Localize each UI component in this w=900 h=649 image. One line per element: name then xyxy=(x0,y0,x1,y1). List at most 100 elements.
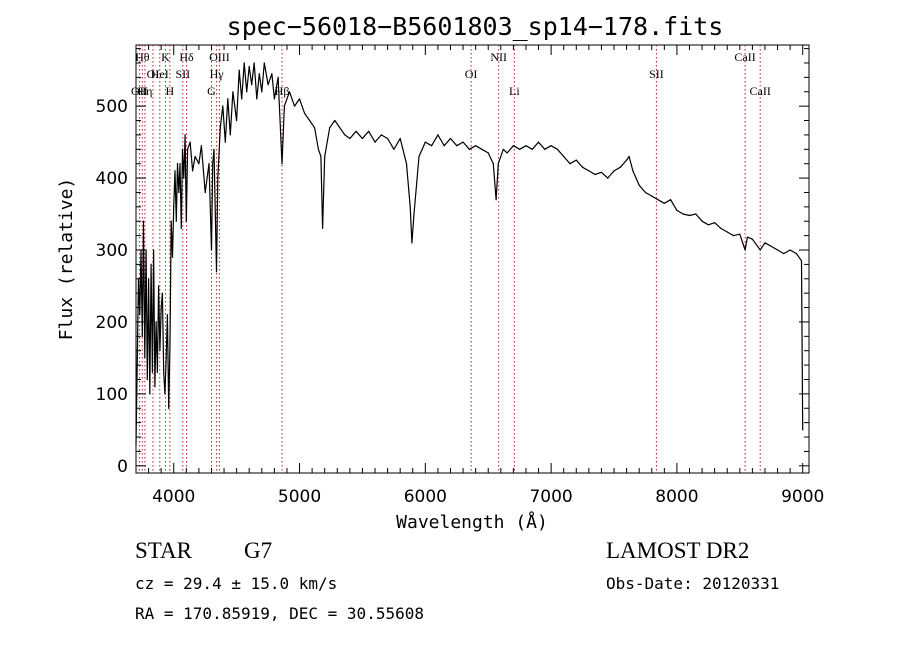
data-point xyxy=(181,148,184,150)
data-point xyxy=(277,76,279,78)
data-point xyxy=(158,285,160,287)
data-point xyxy=(411,242,413,244)
y-axis-label: Flux (relative) xyxy=(56,178,77,341)
data-point xyxy=(569,163,571,165)
data-point xyxy=(783,253,785,255)
data-point xyxy=(512,145,515,147)
data-point xyxy=(173,206,175,208)
data-point xyxy=(163,371,165,373)
data-point xyxy=(487,152,489,154)
data-point xyxy=(179,163,181,165)
spectral-line-label: HeI xyxy=(151,67,169,81)
data-point xyxy=(170,220,172,222)
data-point xyxy=(180,227,182,229)
data-point xyxy=(248,66,250,68)
data-point xyxy=(238,69,240,71)
data-point xyxy=(582,166,584,168)
spectral-line-label: H xyxy=(166,84,175,98)
data-point xyxy=(613,170,615,172)
data-point xyxy=(644,191,647,194)
data-point xyxy=(506,152,508,154)
data-point xyxy=(314,127,316,129)
data-point xyxy=(626,159,628,161)
data-point xyxy=(156,371,158,373)
data-point xyxy=(670,199,672,201)
data-point xyxy=(139,314,141,316)
data-point xyxy=(751,238,754,240)
data-point xyxy=(600,171,603,173)
data-point xyxy=(224,141,226,143)
data-point xyxy=(739,233,741,235)
data-point xyxy=(475,145,477,147)
data-point xyxy=(187,148,189,150)
data-point xyxy=(236,119,238,122)
x-tick-label: 9000 xyxy=(781,487,824,507)
spectral-line-label: OII xyxy=(131,84,148,98)
data-point xyxy=(638,184,640,186)
spectral-line-label: G xyxy=(207,84,216,98)
data-point xyxy=(695,213,697,215)
data-point xyxy=(168,407,170,409)
data-point xyxy=(418,155,420,158)
data-point xyxy=(380,134,382,136)
data-point xyxy=(165,357,167,359)
data-point xyxy=(481,148,483,150)
data-point xyxy=(198,163,200,165)
data-point xyxy=(309,119,311,122)
data-point xyxy=(273,98,275,100)
spectral-line-label: Li xyxy=(509,84,520,98)
object-subclass: G7 xyxy=(244,538,272,563)
data-point xyxy=(204,191,206,194)
spectral-line-label: CaII xyxy=(734,50,755,64)
data-point xyxy=(777,249,779,251)
y-tick-label: 100 xyxy=(96,385,128,405)
data-point xyxy=(789,249,791,251)
data-point xyxy=(607,177,609,179)
spectral-line-label: OI xyxy=(147,67,160,81)
data-point xyxy=(304,112,306,114)
data-point xyxy=(183,177,185,179)
data-point xyxy=(192,170,194,172)
data-point xyxy=(525,145,527,147)
x-tick-label: 6000 xyxy=(404,487,447,507)
data-point xyxy=(707,224,710,226)
data-point xyxy=(374,141,376,143)
data-point xyxy=(726,231,728,233)
data-point xyxy=(663,202,665,204)
data-point xyxy=(171,256,174,258)
data-point xyxy=(409,206,411,208)
data-point xyxy=(153,249,155,251)
data-point xyxy=(210,249,213,251)
data-point xyxy=(178,191,180,194)
data-point xyxy=(544,148,546,150)
x-tick-label: 5000 xyxy=(278,487,321,507)
data-point xyxy=(229,134,231,136)
data-point xyxy=(136,357,138,359)
data-point xyxy=(213,148,215,150)
data-point xyxy=(361,137,363,140)
data-point xyxy=(227,98,229,100)
data-point xyxy=(322,227,324,229)
data-point xyxy=(732,235,735,237)
data-point xyxy=(764,242,766,244)
data-point xyxy=(619,166,621,168)
data-point xyxy=(431,145,433,147)
data-point xyxy=(175,220,177,222)
data-point xyxy=(413,213,415,215)
obs-date: Obs-Date: 20120331 xyxy=(606,574,779,593)
data-point xyxy=(151,371,153,373)
data-point xyxy=(141,335,143,337)
data-point xyxy=(251,84,253,86)
data-point xyxy=(355,130,357,132)
data-point xyxy=(651,195,653,197)
data-point xyxy=(222,105,224,107)
data-point xyxy=(261,91,263,93)
data-point xyxy=(424,141,426,143)
data-point xyxy=(537,141,540,143)
data-point xyxy=(271,73,273,75)
data-point xyxy=(324,155,326,158)
data-point xyxy=(159,350,161,352)
spectral-line-label: OIII xyxy=(209,50,230,64)
data-point xyxy=(246,91,248,93)
